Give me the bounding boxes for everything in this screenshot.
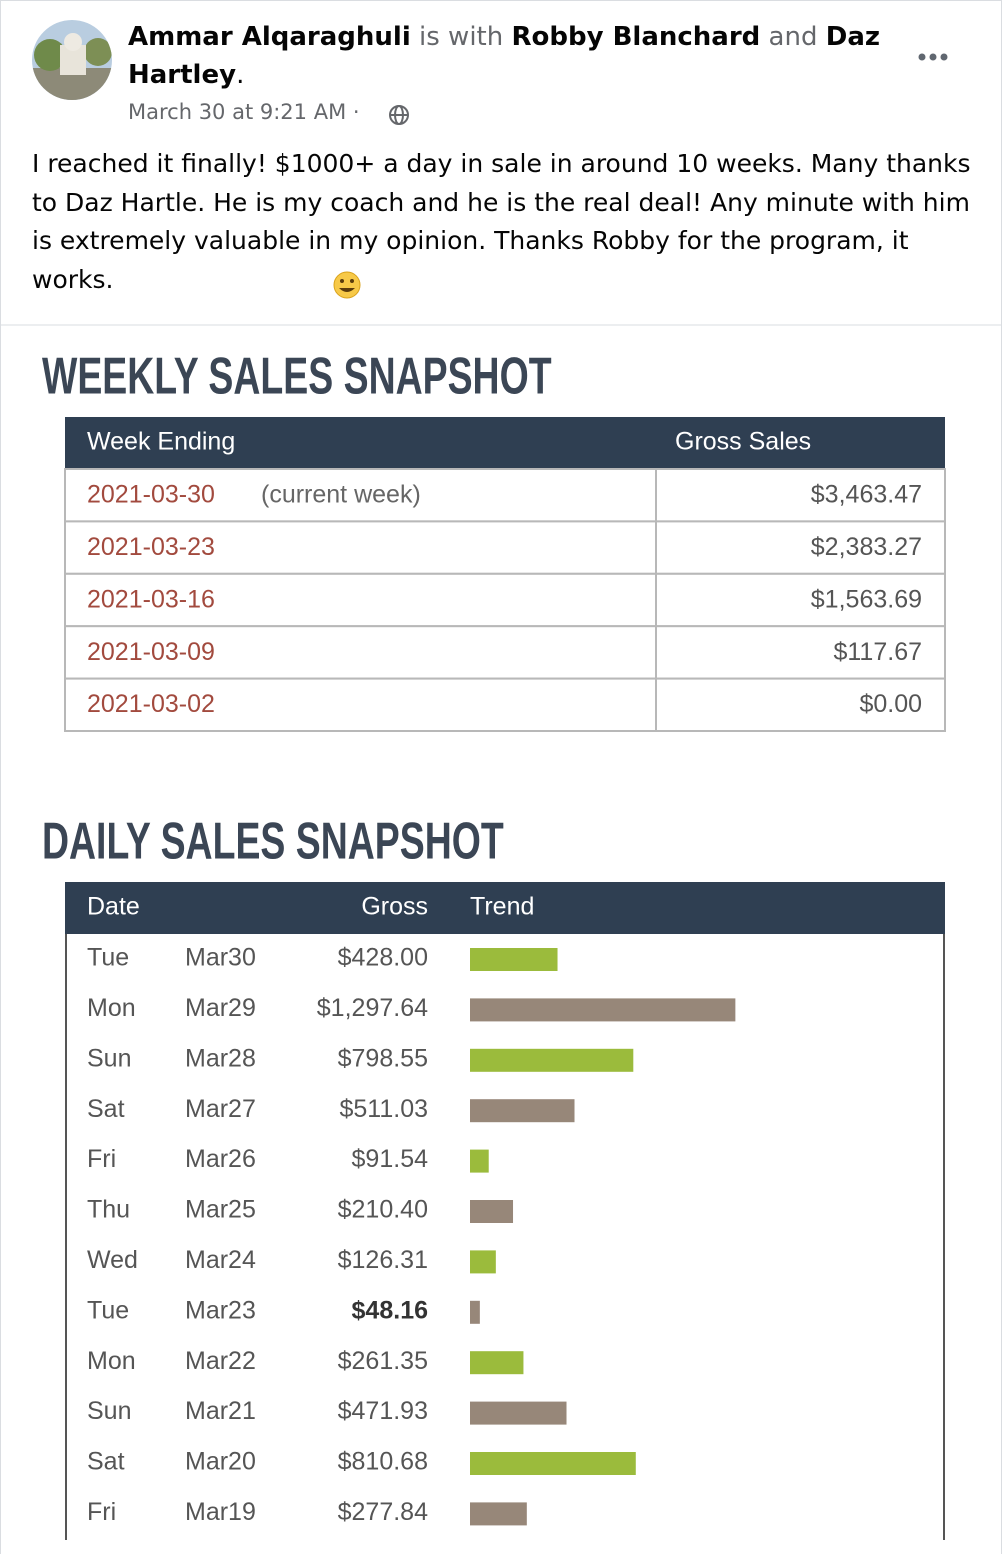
table-cell — [64, 468, 657, 523]
gross-sales: $0.00 — [859, 690, 922, 718]
week-ending: 2021-03-23 — [87, 533, 215, 561]
day: Wed — [87, 1246, 138, 1274]
author[interactable]: Ammar Alqaraghuli — [128, 22, 411, 52]
date: Mar20 — [185, 1448, 256, 1476]
table-cell — [64, 572, 657, 628]
day: Sun — [87, 1044, 131, 1072]
trend-bar — [470, 1200, 514, 1223]
trend-bar — [470, 1250, 496, 1274]
table-cell — [64, 520, 657, 575]
gross: $210.40 — [338, 1196, 428, 1224]
table-header — [65, 417, 945, 469]
gross: $48.16 — [352, 1296, 428, 1324]
day: Tue — [87, 944, 129, 972]
date: Mar19 — [185, 1498, 256, 1526]
date: Mar24 — [185, 1246, 256, 1274]
trend-bar — [470, 1502, 527, 1526]
table-header — [65, 882, 945, 934]
day: Thu — [87, 1196, 130, 1224]
avatar[interactable] — [30, 18, 114, 102]
sales-snapshot: WEEKLY SALES SNAPSHOT Week Ending Gross Sa… — [42, 347, 946, 1540]
date: Mar26 — [185, 1145, 256, 1173]
date: Mar21 — [185, 1397, 256, 1425]
tagged-person[interactable]: Daz Hartley — [128, 22, 880, 90]
table-cell — [655, 625, 946, 680]
day: Sat — [87, 1448, 125, 1476]
week-ending: 2021-03-02 — [87, 690, 215, 718]
table-cell — [655, 520, 946, 575]
section-title: DAILY SALES SNAPSHOT — [42, 812, 504, 871]
and-word: and — [768, 22, 818, 52]
date: Mar29 — [185, 994, 256, 1022]
trend-bar — [470, 1401, 567, 1425]
post-header: Ammar Alqaraghuli is with Robby Blanchar… — [128, 18, 888, 94]
date: Mar22 — [185, 1347, 256, 1375]
emoji — [333, 271, 361, 299]
column-header: Week Ending — [87, 428, 235, 456]
date: Mar30 — [185, 944, 256, 972]
gross-sales: $3,463.47 — [811, 481, 922, 509]
day: Mon — [87, 994, 136, 1022]
table-cell — [655, 572, 946, 628]
day: Tue — [87, 1296, 129, 1324]
column-header: Date — [87, 893, 140, 921]
week-ending: 2021-03-16 — [87, 585, 215, 613]
timestamp-line: March 30 at 9:21 AM · — [128, 100, 360, 124]
date: Mar28 — [185, 1044, 256, 1072]
table-cell — [64, 677, 657, 732]
trend-bar — [470, 1300, 480, 1324]
gross-sales: $1,563.69 — [811, 585, 922, 613]
week-note: (current week) — [261, 481, 421, 509]
trend-bar — [470, 1452, 636, 1475]
date: Mar25 — [185, 1196, 256, 1224]
trend-bar — [470, 1099, 575, 1123]
trend-bar — [470, 1351, 524, 1375]
day: Fri — [87, 1498, 116, 1526]
gross: $798.55 — [338, 1044, 428, 1072]
gross: $261.35 — [338, 1347, 428, 1375]
column-header: Gross — [361, 893, 428, 921]
table-cell — [655, 468, 946, 523]
date: Mar23 — [185, 1296, 256, 1324]
gross: $126.31 — [338, 1246, 428, 1274]
post-text: I reached it finally! $1000+ a day in sa… — [32, 149, 971, 294]
gross: $91.54 — [352, 1145, 429, 1173]
gross: $428.00 — [338, 944, 428, 972]
with-word: is with — [419, 22, 504, 52]
column-header: Gross Sales — [675, 428, 811, 456]
table-cell — [655, 677, 946, 732]
gross: $810.68 — [338, 1448, 428, 1476]
date: Mar27 — [185, 1095, 256, 1123]
column-header: Trend — [470, 893, 534, 921]
week-ending: 2021-03-30 — [87, 481, 215, 509]
gross: $511.03 — [339, 1095, 428, 1123]
separator: · — [352, 100, 360, 124]
globe-icon — [389, 105, 409, 125]
trend-bar — [470, 1149, 489, 1173]
gross: $471.93 — [338, 1397, 428, 1425]
timestamp[interactable]: March 30 at 9:21 AM — [128, 100, 347, 124]
week-ending: 2021-03-09 — [87, 638, 215, 666]
day: Mon — [87, 1347, 136, 1375]
section-title: WEEKLY SALES SNAPSHOT — [42, 347, 552, 406]
end: . — [236, 60, 245, 90]
day: Fri — [87, 1145, 116, 1173]
gross-sales: $117.67 — [833, 638, 922, 666]
trend-bar — [470, 948, 558, 971]
day: Sat — [87, 1095, 125, 1123]
more-options[interactable] — [918, 53, 948, 61]
day: Sun — [87, 1397, 131, 1425]
gross: $277.84 — [338, 1498, 428, 1526]
tagged-person[interactable]: Robby Blanchard — [511, 22, 761, 52]
trend-bar — [470, 1048, 634, 1072]
table-cell — [64, 625, 657, 680]
gross: $1,297.64 — [317, 994, 428, 1022]
gross-sales: $2,383.27 — [811, 533, 922, 561]
trend-bar — [470, 998, 736, 1022]
